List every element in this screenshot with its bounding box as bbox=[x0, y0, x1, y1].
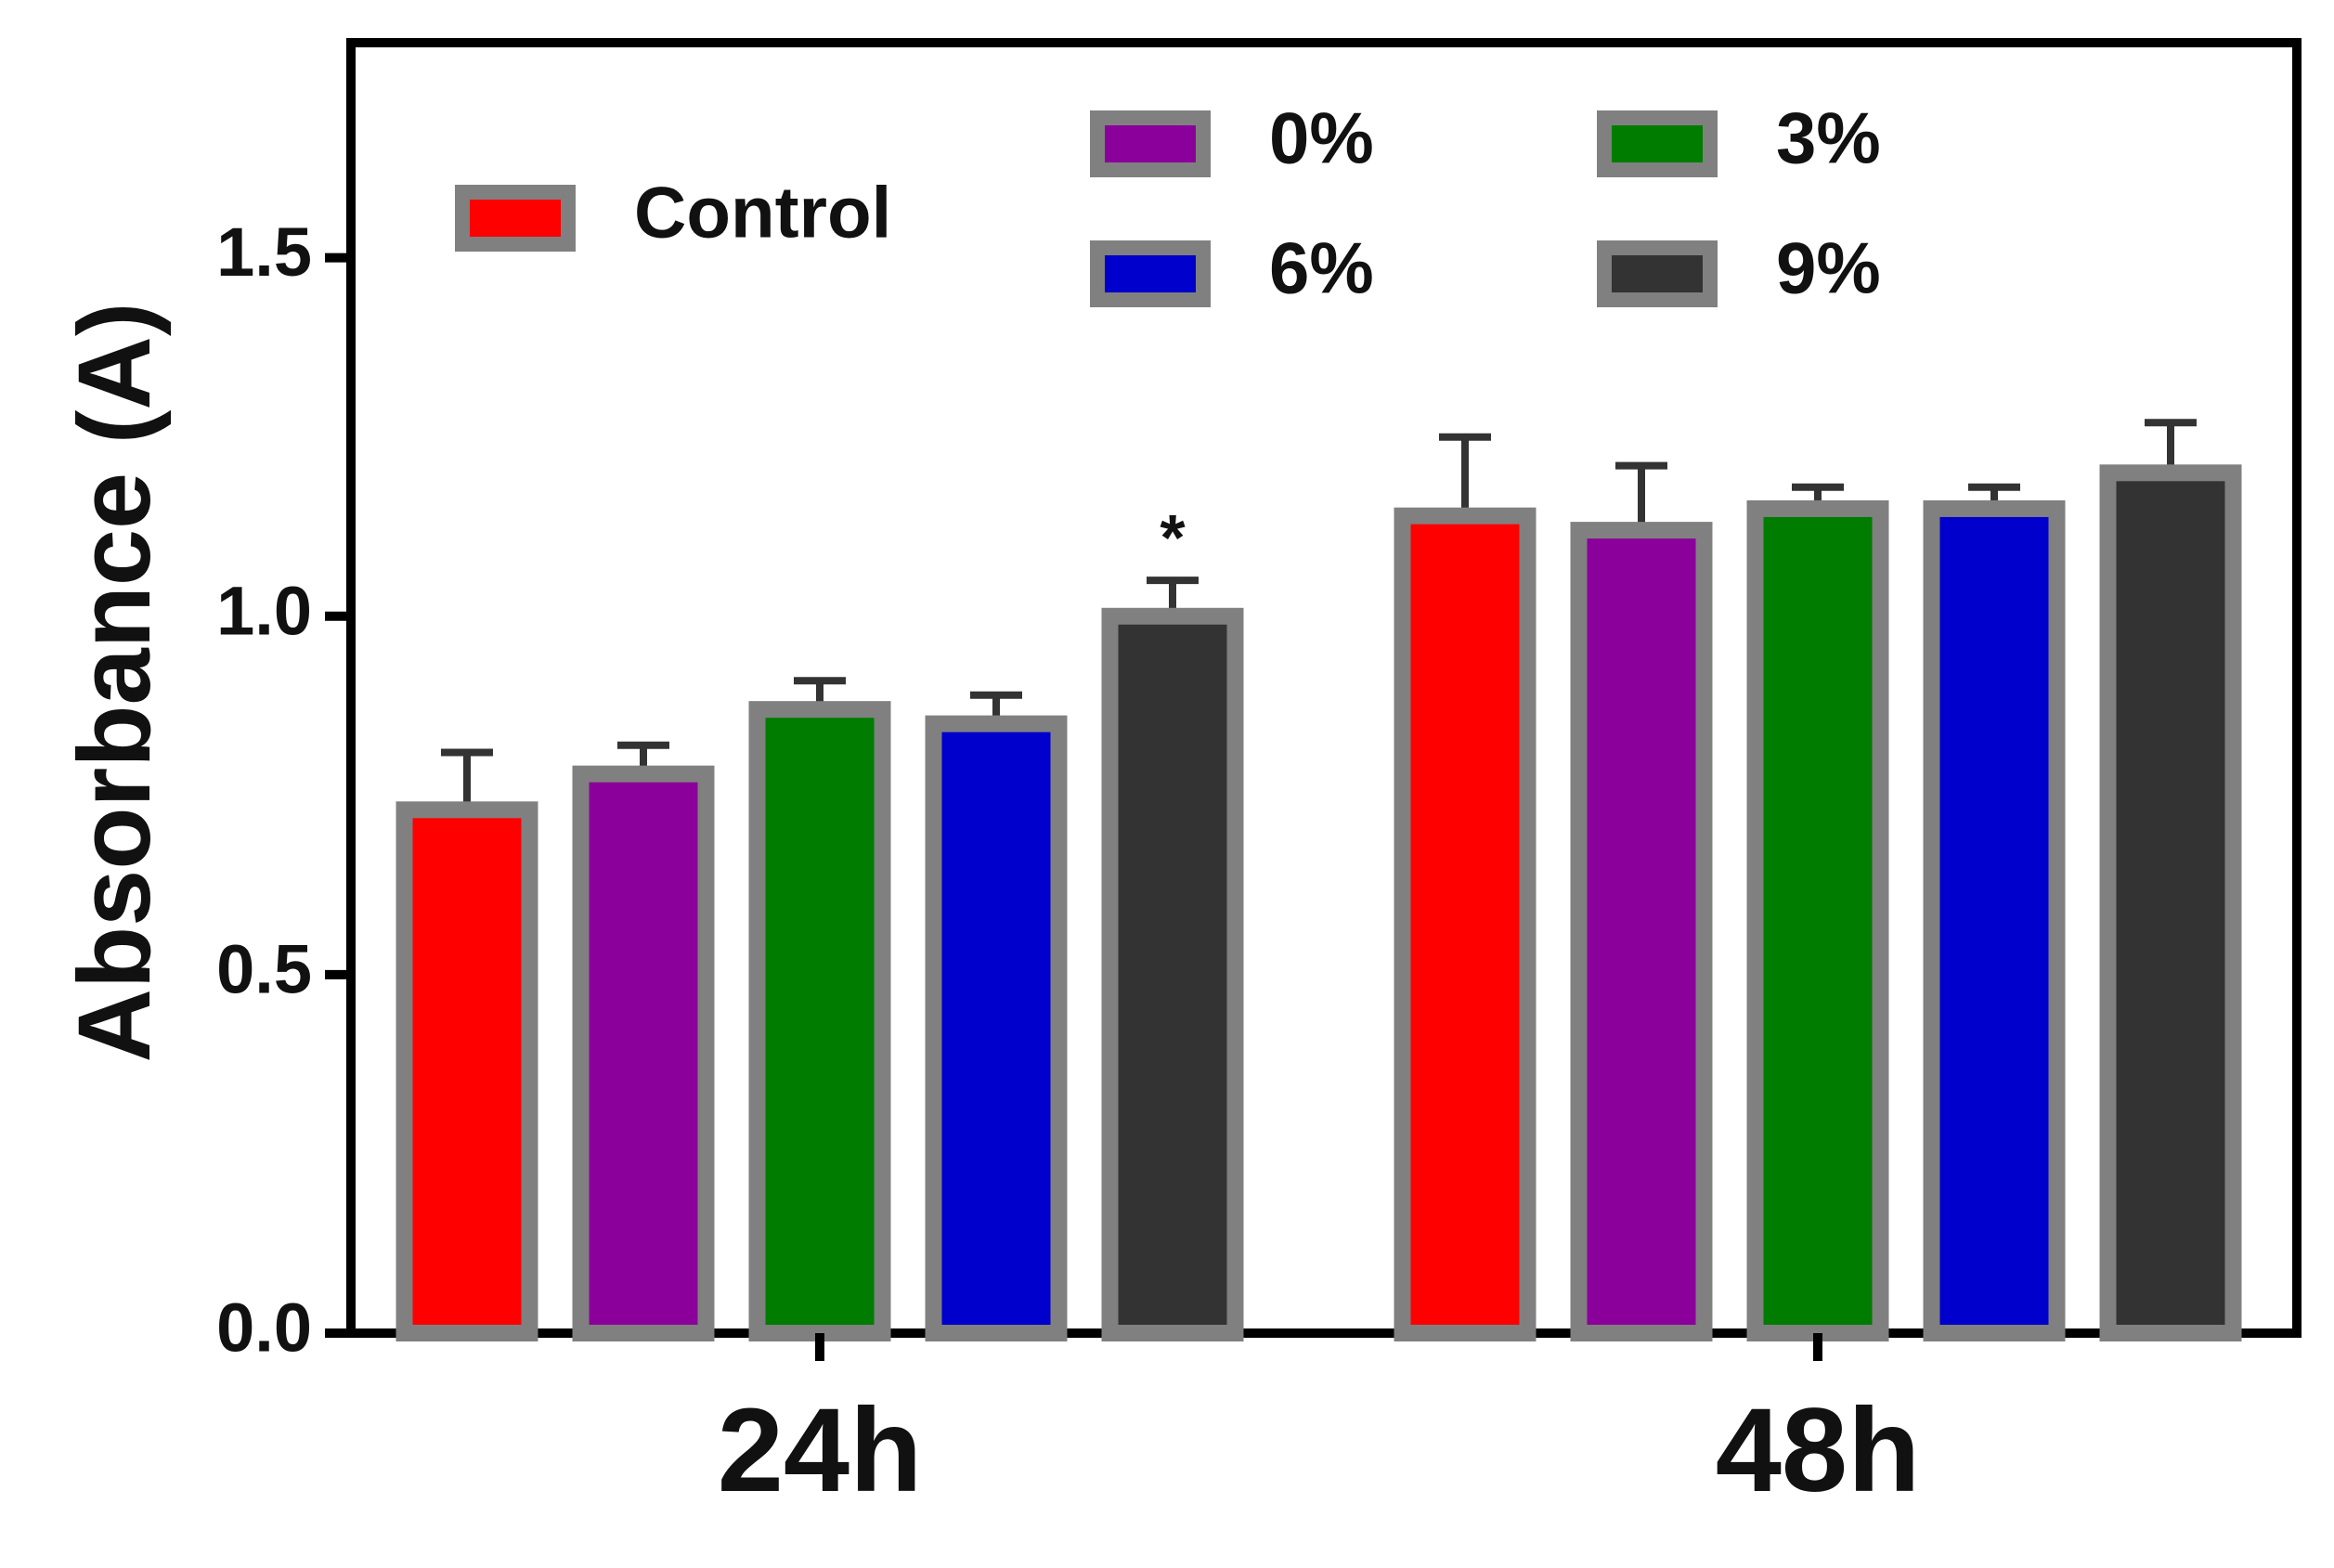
legend-item: 3% bbox=[1597, 97, 1881, 179]
bar-48h-0pct bbox=[1570, 522, 1713, 1341]
legend-swatch bbox=[1090, 240, 1211, 307]
y-tick-label: 0.0 bbox=[216, 1289, 312, 1367]
bar-48h-9pct bbox=[2099, 464, 2242, 1342]
bar-24h-3pct bbox=[748, 701, 891, 1341]
plot-border bbox=[346, 38, 2302, 1338]
y-tick-label: 1.5 bbox=[216, 214, 312, 291]
legend-label: 9% bbox=[1776, 227, 1881, 309]
y-axis-title: Absorbance (A) bbox=[58, 303, 172, 1063]
legend-label: Control bbox=[634, 172, 891, 253]
y-tick-label: 0.5 bbox=[216, 930, 312, 1007]
legend-swatch bbox=[455, 185, 576, 252]
legend-label: 6% bbox=[1269, 227, 1374, 309]
x-tick-label: 48h bbox=[1716, 1384, 1921, 1517]
y-axis: 0.0 0.5 1.0 1.5 bbox=[216, 214, 351, 1367]
plot-frame bbox=[346, 38, 2302, 1338]
legend-swatch bbox=[1090, 110, 1211, 177]
legend-item: Control bbox=[455, 172, 891, 253]
legend-item: 9% bbox=[1597, 227, 1881, 309]
x-tick-label: 24h bbox=[718, 1384, 923, 1517]
bar-24h-9pct bbox=[1101, 607, 1244, 1341]
significance-marker: * bbox=[1160, 501, 1186, 574]
legend-label: 0% bbox=[1269, 97, 1374, 179]
bar-24h-control bbox=[395, 801, 538, 1341]
legend: Control 0% 3% 6% 9% bbox=[455, 97, 1881, 309]
bar-48h-control bbox=[1394, 507, 1537, 1341]
y-tick-label: 1.0 bbox=[216, 572, 312, 649]
bar-48h-6pct bbox=[1923, 499, 2066, 1341]
legend-item: 0% bbox=[1090, 97, 1374, 179]
bar-24h-6pct bbox=[925, 715, 1068, 1341]
bars: * bbox=[395, 419, 2242, 1342]
bar-24h-0pct bbox=[572, 765, 715, 1341]
legend-swatch bbox=[1597, 110, 1718, 177]
bar-48h-3pct bbox=[1746, 499, 1889, 1341]
legend-item: 6% bbox=[1090, 227, 1374, 309]
legend-swatch bbox=[1597, 240, 1718, 307]
legend-label: 3% bbox=[1776, 97, 1881, 179]
x-axis: 24h 48h bbox=[718, 1333, 1921, 1517]
